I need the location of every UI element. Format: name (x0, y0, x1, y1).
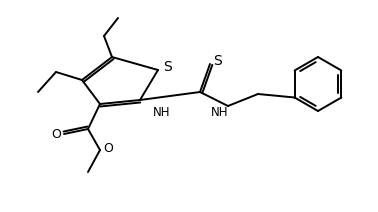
Text: O: O (51, 127, 61, 141)
Text: O: O (103, 141, 113, 155)
Text: NH: NH (153, 106, 171, 119)
Text: S: S (214, 54, 222, 68)
Text: S: S (163, 60, 171, 74)
Text: NH: NH (211, 106, 229, 119)
